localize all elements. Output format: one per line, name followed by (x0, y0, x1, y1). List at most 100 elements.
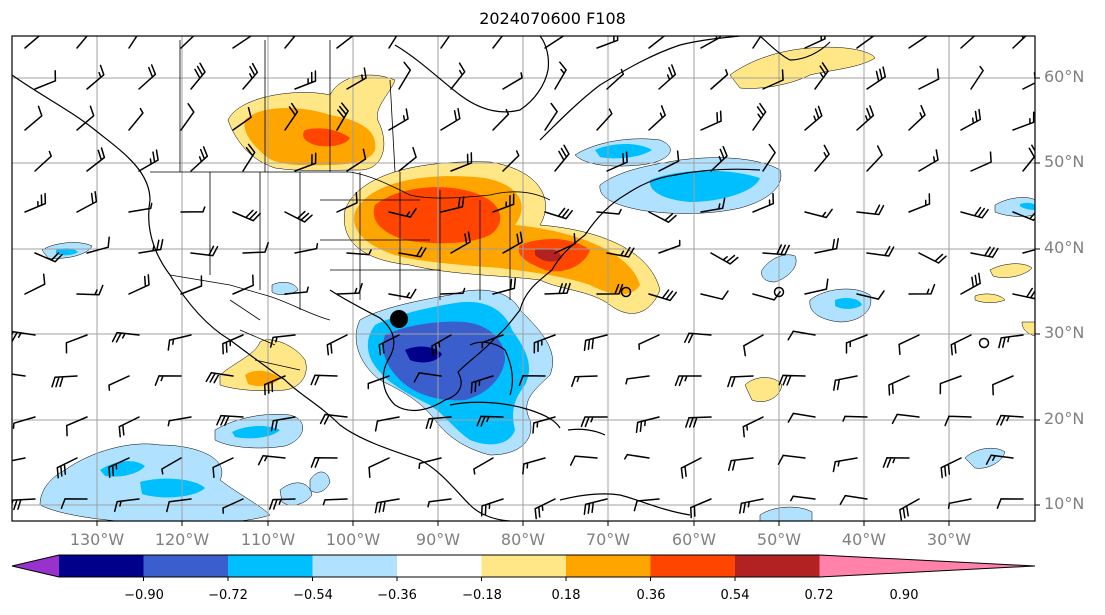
border-us-mexico (169, 274, 331, 321)
coast-labrador (539, 36, 741, 141)
wind-barb (777, 454, 806, 465)
colorbar-tick-label: −0.72 (208, 588, 248, 603)
wind-barb (86, 236, 110, 254)
wind-barb (970, 151, 992, 172)
lon-label-80w: 80°W (500, 530, 546, 549)
wind-barb (554, 233, 576, 254)
anomaly-texas-small (271, 282, 299, 295)
wind-barb (752, 102, 767, 131)
border-us-canada (150, 171, 551, 201)
graticule (12, 36, 1035, 521)
coast-pacific-northamerica (12, 74, 511, 521)
wind-barb (710, 69, 729, 90)
anomaly-atlantic-east-2 (974, 293, 1006, 303)
wind-barb (263, 375, 286, 396)
wind-barb (804, 278, 829, 295)
wind-barb (12, 498, 36, 511)
wind-barb (128, 107, 144, 131)
lon-label-100w: 100°W (325, 530, 381, 549)
wind-barb (56, 457, 78, 479)
wind-barb (34, 252, 63, 263)
wind-barb (998, 334, 1024, 349)
wind-barb (108, 375, 130, 391)
wind-barb (845, 334, 868, 354)
wind-barb (624, 453, 650, 460)
wind-barb (727, 375, 754, 388)
political-borders (150, 40, 551, 371)
wind-barb (866, 245, 895, 257)
colorbar-tick-label: −0.18 (462, 588, 502, 603)
wind-barb (502, 72, 523, 90)
wind-barb (190, 62, 206, 90)
wind-barb (138, 149, 159, 172)
anomaly-gulf-stlawrence-core (595, 144, 652, 159)
anomaly-azores-cold (994, 197, 1035, 217)
location-marker (390, 310, 408, 328)
wind-barb (947, 498, 972, 509)
coast-hispaniola (567, 428, 606, 436)
wind-barb (762, 69, 784, 90)
lon-label-40w: 40°W (841, 530, 887, 549)
lon-label-70w: 70°W (585, 530, 631, 549)
wind-barb (284, 286, 309, 295)
anomaly-newfoundland-core (649, 170, 760, 202)
wind-barb (190, 146, 209, 172)
wind-barb (833, 375, 858, 391)
wind-barb (544, 102, 558, 131)
calm-wind-marker-1 (620, 286, 632, 298)
anomaly-epac-3 (279, 471, 331, 506)
wind-barb (310, 374, 338, 386)
wind-barb (216, 414, 244, 426)
wind-barb (24, 273, 46, 295)
wind-barb (899, 498, 920, 521)
wind-barb (65, 416, 88, 437)
wind-barb (398, 146, 417, 172)
wind-barb (814, 238, 839, 254)
wind-barb (138, 64, 157, 90)
wind-barb (680, 457, 702, 479)
wind-barb (113, 498, 140, 513)
anomaly-baja-core (56, 248, 78, 256)
wind-barb (534, 498, 556, 520)
lon-label-90w: 90°W (415, 530, 461, 549)
lat-ticks (1035, 77, 1040, 506)
wind-barb (596, 36, 619, 49)
wind-barb (866, 66, 887, 90)
wind-barb (866, 145, 883, 172)
wind-barb (940, 457, 962, 479)
wind-barb (24, 192, 47, 213)
wind-barb (648, 289, 677, 302)
wind-barb (684, 332, 712, 344)
wind-barb (284, 210, 313, 223)
wind-barb (960, 272, 981, 295)
wind-barb (1022, 71, 1035, 90)
wind-barb (710, 145, 728, 172)
wind-barb (222, 334, 244, 355)
wind-barb (440, 107, 461, 131)
wind-barb (950, 334, 972, 356)
colorbar-bin (312, 555, 398, 577)
lat-label-40n: 40°N (1044, 238, 1085, 257)
wind-barb (108, 457, 130, 478)
wind-barb (939, 375, 962, 395)
lon-label-110w: 110°W (240, 530, 296, 549)
border-states-1 (209, 172, 511, 310)
wind-barb (269, 334, 296, 348)
wind-barb (473, 457, 494, 475)
wind-barb (492, 36, 504, 49)
wind-barb (284, 102, 299, 131)
wind-barb (418, 457, 442, 470)
wind-barb (378, 334, 400, 356)
wind-barb (856, 204, 885, 216)
wind-barb (440, 196, 465, 213)
lon-label-60w: 60°W (671, 530, 717, 549)
lat-label-60n: 60°N (1044, 67, 1085, 86)
wind-barb (554, 61, 567, 90)
coast-hudson-bay (394, 36, 550, 113)
wind-barb (232, 106, 252, 131)
coastlines (12, 36, 831, 521)
wind-barb (425, 416, 452, 430)
colorbar-extend-min (12, 555, 59, 577)
wind-barb (294, 70, 317, 90)
wind-barb (284, 36, 296, 49)
